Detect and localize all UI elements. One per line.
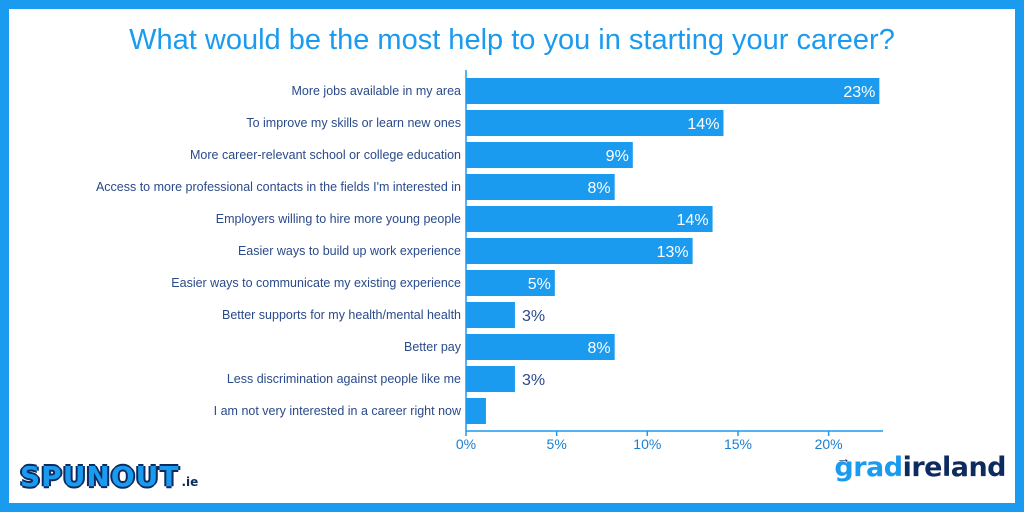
spunout-logo-text: SPUNOUT	[20, 460, 180, 493]
bar	[466, 110, 724, 136]
bar	[466, 302, 515, 328]
category-label: Better pay	[404, 340, 462, 354]
x-tick-label: 0%	[456, 436, 476, 452]
gradireland-logo: → gradireland	[834, 450, 1007, 483]
category-label: Access to more professional contacts in …	[96, 180, 461, 194]
category-label: Easier ways to communicate my existing e…	[171, 276, 461, 290]
bar	[466, 398, 486, 424]
category-label: Easier ways to build up work experience	[238, 244, 461, 258]
gradireland-logo-ireland: ireland	[902, 452, 1007, 483]
bar	[466, 206, 713, 232]
bar	[466, 238, 693, 264]
bar	[466, 142, 633, 168]
bar	[466, 174, 615, 200]
category-label: To improve my skills or learn new ones	[246, 116, 461, 130]
category-label: More jobs available in my area	[291, 84, 461, 98]
data-label: 8%	[588, 180, 611, 197]
data-label: 8%	[588, 340, 611, 357]
category-label: Better supports for my health/mental hea…	[222, 308, 461, 322]
chart-title: What would be the most help to you in st…	[129, 24, 895, 56]
bar	[466, 270, 555, 296]
x-tick-label: 20%	[815, 436, 843, 452]
x-tick-label: 5%	[547, 436, 567, 452]
x-tick-label: 15%	[724, 436, 752, 452]
data-label: 3%	[522, 308, 545, 325]
data-label: 3%	[522, 372, 545, 389]
data-label: 23%	[843, 84, 875, 101]
data-label: 9%	[606, 148, 629, 165]
bar	[466, 366, 515, 392]
category-label: Less discrimination against people like …	[227, 372, 461, 386]
bar	[466, 334, 615, 360]
category-label: Employers willing to hire more young peo…	[216, 212, 461, 226]
category-label: More career-relevant school or college e…	[190, 148, 461, 162]
gradireland-logo-grad: grad	[834, 452, 903, 483]
spunout-logo-suffix: .ie	[181, 475, 199, 489]
bar	[466, 78, 880, 104]
arrow-icon: →	[836, 450, 851, 466]
category-label: I am not very interested in a career rig…	[214, 404, 462, 418]
data-label: 14%	[677, 212, 709, 229]
data-label: 13%	[657, 244, 689, 261]
data-label: 5%	[528, 276, 551, 293]
spunout-logo: SPUNOUT .ie	[20, 457, 198, 493]
data-label: 14%	[687, 116, 719, 133]
x-tick-label: 10%	[633, 436, 661, 452]
